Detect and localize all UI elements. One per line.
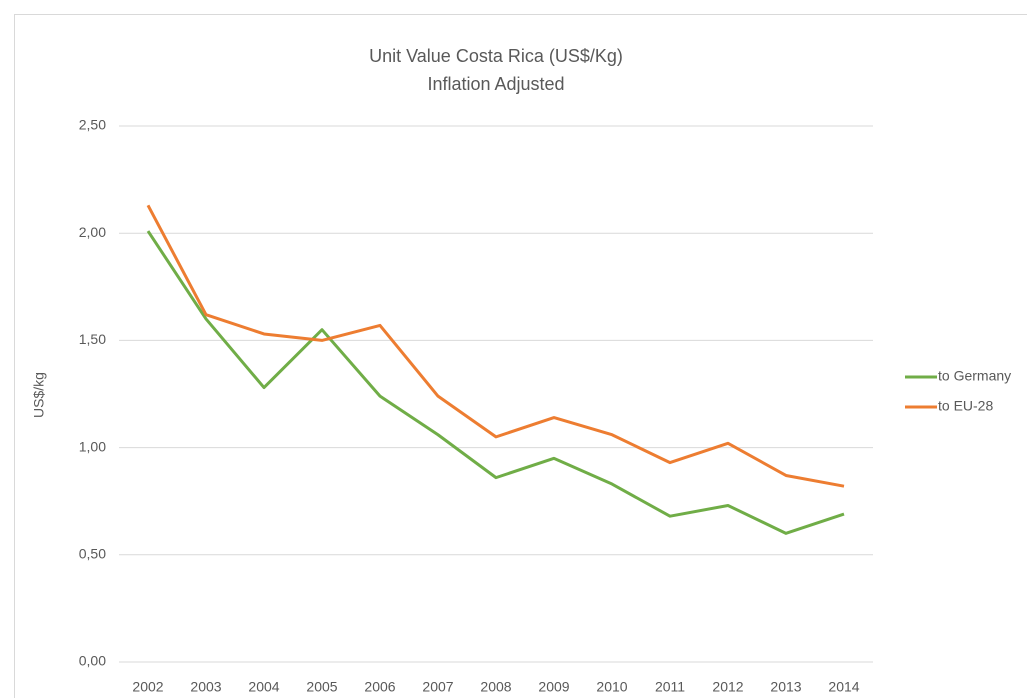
y-tick-label: 2,50 [79, 117, 106, 133]
legend-label: to EU-28 [938, 398, 993, 414]
y-axis-label: US$/kg [31, 372, 47, 418]
y-tick-label: 1,00 [79, 438, 106, 454]
series-line [146, 230, 845, 535]
x-tick-label: 2014 [828, 679, 859, 695]
x-tick-label: 2002 [132, 679, 163, 695]
y-tick-label: 2,00 [79, 224, 106, 240]
x-tick-label: 2012 [712, 679, 743, 695]
y-tick-label: 0,00 [79, 653, 106, 669]
x-tick-label: 2009 [538, 679, 569, 695]
x-tick-label: 2010 [596, 679, 627, 695]
y-tick-label: 0,50 [79, 546, 106, 562]
x-tick-label: 2013 [770, 679, 801, 695]
y-tick-label: 1,50 [79, 331, 106, 347]
chart-frame [14, 14, 1027, 698]
series-line [146, 204, 845, 488]
chart-subtitle: Inflation Adjusted [427, 74, 564, 94]
x-tick-label: 2008 [480, 679, 511, 695]
legend-label: to Germany [938, 368, 1011, 384]
x-tick-label: 2005 [306, 679, 337, 695]
x-tick-label: 2007 [422, 679, 453, 695]
x-tick-label: 2003 [190, 679, 221, 695]
x-tick-label: 2011 [655, 679, 685, 695]
chart-title: Unit Value Costa Rica (US$/Kg) [369, 46, 623, 66]
x-tick-label: 2004 [248, 679, 279, 695]
x-tick-label: 2006 [364, 679, 395, 695]
